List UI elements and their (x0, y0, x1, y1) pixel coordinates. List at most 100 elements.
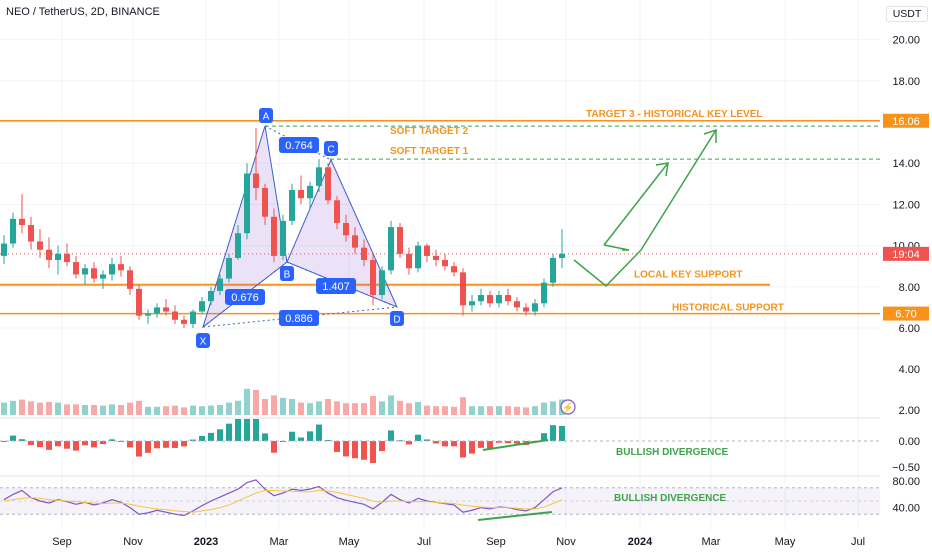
osc-bar (496, 441, 502, 443)
volume-bar (307, 403, 313, 415)
time-axis-label: Nov (556, 536, 576, 548)
osc-bar (433, 441, 439, 444)
osc-bar (19, 439, 25, 441)
pattern-ratio-badge (225, 289, 265, 305)
volume-bar (478, 406, 484, 415)
candle-body (55, 253, 61, 261)
volume-bar (325, 399, 331, 415)
osc-bar (406, 441, 412, 445)
osc-divergence-line (482, 439, 549, 451)
osc-bar (127, 441, 133, 448)
osc-bar (334, 441, 340, 452)
rsi-pane: BULLISH DIVERGENCE (0, 479, 880, 521)
volume-bar (91, 405, 97, 415)
candle-body (235, 233, 241, 258)
volume-bar (487, 406, 493, 415)
price-axis-label: 18.00 (892, 76, 920, 88)
candle-body (451, 266, 457, 273)
volume-bar (424, 405, 430, 415)
pattern-ratio-label: 0.764 (285, 140, 313, 152)
volume-bar (10, 400, 16, 415)
volume-bar (100, 405, 106, 415)
target-3-price-text: 16.06 (892, 116, 920, 128)
candle-body (19, 218, 25, 225)
volume-bar (136, 400, 142, 415)
candle-body (91, 268, 97, 279)
osc-bar (460, 441, 466, 458)
volume-bar (370, 396, 376, 415)
ac-ratio-line (264, 125, 332, 161)
lightning-badge (560, 399, 576, 415)
rsi-divergence-label: BULLISH DIVERGENCE (614, 493, 727, 504)
pattern-ratio-badge (316, 278, 356, 294)
volume-bar (172, 405, 178, 415)
candle-body (496, 295, 502, 304)
candle-body (352, 235, 358, 248)
candle-body (46, 249, 52, 261)
volume-bar (127, 402, 133, 415)
osc-bar (559, 425, 565, 441)
local-key-support-label: LOCAL KEY SUPPORT (634, 270, 743, 281)
candle-body (460, 272, 466, 306)
candle-body (82, 268, 88, 275)
osc-bar (442, 441, 448, 447)
price-axis-label: 20.00 (892, 35, 920, 47)
volume-bar (343, 403, 349, 415)
candle-body (469, 301, 475, 306)
volume-bar (163, 406, 169, 415)
soft-target-2-label: SOFT TARGET 2 (390, 126, 469, 137)
volume-bar (469, 406, 475, 415)
volume-bar (379, 401, 385, 415)
osc-bar (244, 419, 250, 441)
time-axis-label: 2023 (194, 536, 218, 548)
volume-bar (181, 407, 187, 415)
osc-bar (271, 441, 277, 453)
candle-body (199, 301, 205, 312)
candle-body (523, 307, 529, 312)
time-axis-label: Sep (52, 536, 72, 548)
osc-bar (163, 441, 169, 448)
volume-bar (514, 406, 520, 415)
osc-bar (1, 441, 7, 442)
time-axis-label: Nov (123, 536, 143, 548)
candle-body (487, 295, 493, 304)
volume-bar (217, 405, 223, 415)
osc-bar (28, 441, 34, 446)
candle-body (280, 220, 286, 256)
volume-bar (550, 401, 556, 415)
candle-body (217, 278, 223, 291)
osc-bar (190, 439, 196, 441)
symbol-title[interactable]: NEO / TetherUS, 2D, BINANCE (6, 6, 160, 18)
osc-bar (145, 441, 151, 453)
countdown-tag (883, 246, 929, 261)
osc-bar (235, 419, 241, 441)
volume-bar (289, 399, 295, 415)
osc-bar (388, 430, 394, 441)
osc-bar (55, 441, 61, 447)
osc-bar (541, 433, 547, 441)
candle-body (550, 257, 556, 283)
volume-bar (442, 406, 448, 415)
currency-badge[interactable]: USDT (886, 6, 928, 22)
time-axis-label: Jul (851, 536, 865, 548)
osc-bar (199, 435, 205, 441)
volume-bar (28, 401, 34, 415)
volume-bar (262, 399, 268, 415)
osc-bar (226, 423, 232, 441)
candle-body (406, 253, 412, 269)
target-3-price-tag (883, 113, 929, 128)
osc-bar (91, 441, 97, 448)
candle-body (397, 227, 403, 254)
pattern-point-c-label: C (327, 145, 334, 156)
osc-bar (262, 433, 268, 441)
osc-bar (478, 441, 484, 448)
candle-body (316, 167, 322, 186)
candle-body (478, 295, 484, 302)
osc-bar (100, 441, 106, 445)
candle-body (424, 245, 430, 256)
arrow-head (703, 128, 717, 143)
price-axis-bg (880, 0, 932, 550)
osc-bar (343, 441, 349, 457)
volume-bar (541, 402, 547, 415)
